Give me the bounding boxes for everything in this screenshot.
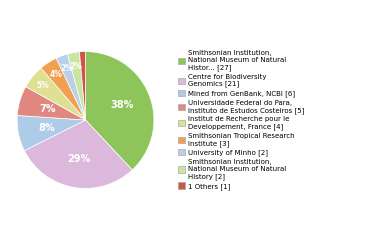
- Wedge shape: [86, 52, 154, 170]
- Wedge shape: [17, 115, 85, 151]
- Text: 2%: 2%: [60, 64, 73, 73]
- Text: 8%: 8%: [38, 123, 55, 133]
- Text: 7%: 7%: [39, 104, 56, 114]
- Wedge shape: [26, 68, 86, 120]
- Legend: Smithsonian Institution,
National Museum of Natural
Histor... [27], Centre for B: Smithsonian Institution, National Museum…: [178, 50, 304, 190]
- Wedge shape: [17, 87, 85, 120]
- Wedge shape: [24, 120, 132, 188]
- Wedge shape: [79, 52, 86, 120]
- Wedge shape: [68, 52, 86, 120]
- Text: 2%: 2%: [70, 62, 82, 71]
- Wedge shape: [56, 54, 86, 120]
- Text: 38%: 38%: [111, 100, 134, 110]
- Wedge shape: [41, 58, 86, 120]
- Text: 5%: 5%: [37, 81, 49, 90]
- Text: 29%: 29%: [67, 154, 90, 164]
- Text: 4%: 4%: [49, 70, 62, 78]
